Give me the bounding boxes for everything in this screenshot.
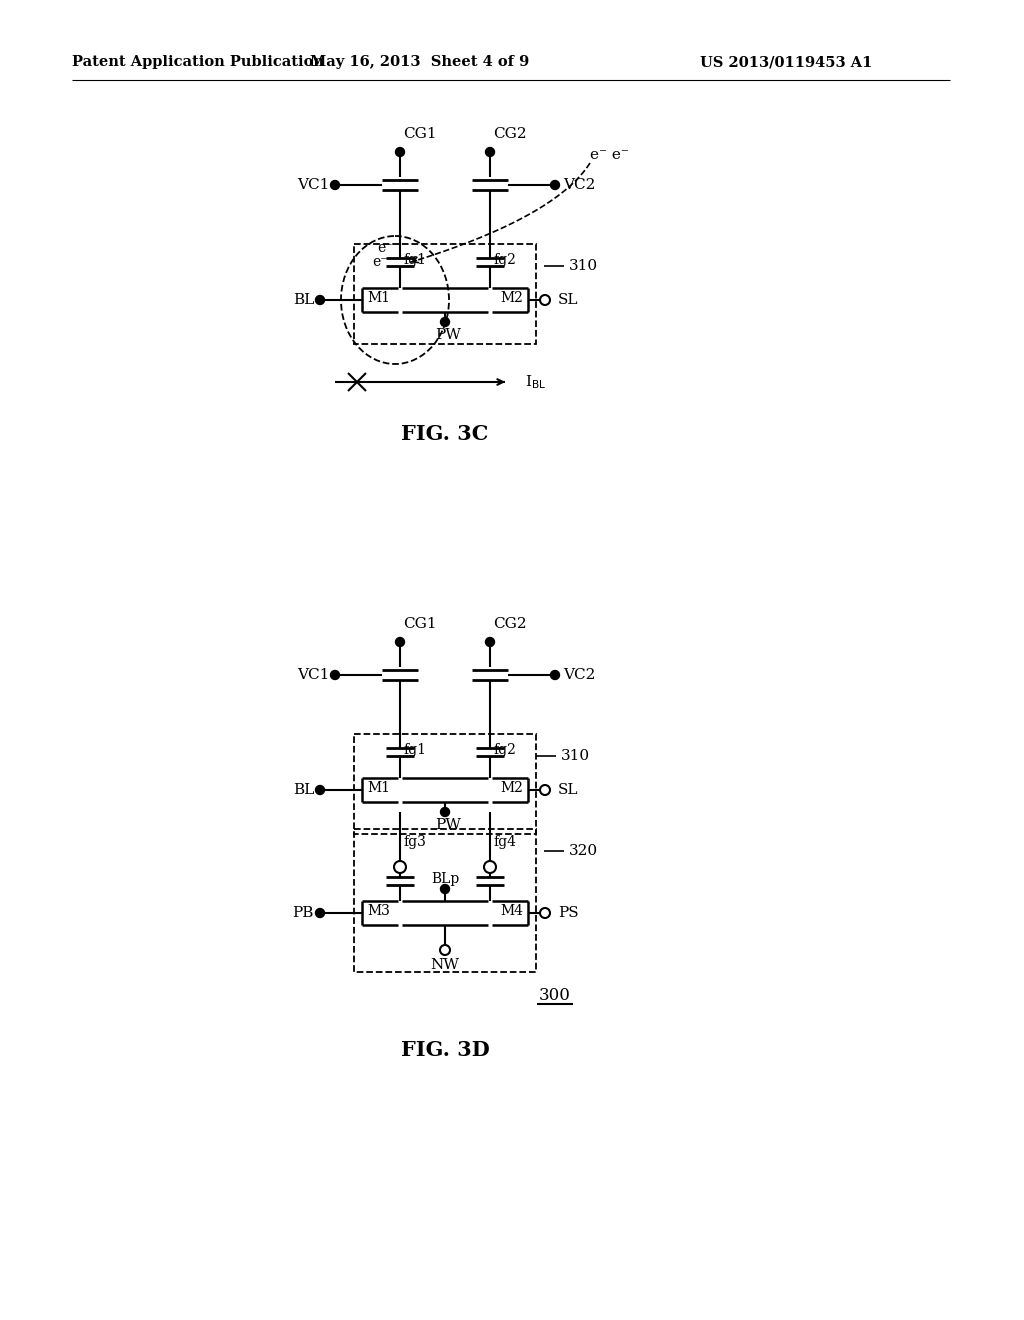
Circle shape — [485, 148, 495, 157]
Text: FIG. 3D: FIG. 3D — [400, 1040, 489, 1060]
Bar — [354, 734, 536, 834]
Text: M1: M1 — [367, 781, 390, 795]
Text: fg2: fg2 — [493, 743, 516, 756]
Text: PW: PW — [435, 327, 461, 342]
Text: SL: SL — [558, 293, 579, 308]
Circle shape — [540, 294, 550, 305]
Text: 320: 320 — [569, 843, 598, 858]
Text: VC1: VC1 — [298, 668, 330, 682]
Text: BLp: BLp — [431, 873, 459, 886]
Circle shape — [440, 945, 450, 954]
Text: M2: M2 — [500, 781, 523, 795]
Text: fg4: fg4 — [493, 836, 516, 849]
Text: 300: 300 — [539, 986, 571, 1003]
Circle shape — [440, 318, 450, 326]
Text: I$_{\rm BL}$: I$_{\rm BL}$ — [525, 374, 546, 391]
Text: US 2013/0119453 A1: US 2013/0119453 A1 — [700, 55, 872, 69]
Circle shape — [440, 884, 450, 894]
Text: PB: PB — [293, 906, 314, 920]
Circle shape — [395, 148, 404, 157]
Text: e⁻: e⁻ — [372, 255, 388, 269]
Circle shape — [315, 785, 325, 795]
Text: fg2: fg2 — [493, 253, 516, 267]
Text: M4: M4 — [500, 904, 523, 917]
Circle shape — [394, 861, 406, 873]
Circle shape — [551, 671, 559, 680]
Text: May 16, 2013  Sheet 4 of 9: May 16, 2013 Sheet 4 of 9 — [310, 55, 529, 69]
Circle shape — [395, 638, 404, 647]
Text: M2: M2 — [500, 290, 523, 305]
Circle shape — [551, 181, 559, 190]
Circle shape — [331, 181, 340, 190]
Bar — [354, 829, 536, 972]
Text: Patent Application Publication: Patent Application Publication — [72, 55, 324, 69]
Text: SL: SL — [558, 783, 579, 797]
Text: CG2: CG2 — [493, 616, 526, 631]
Circle shape — [484, 861, 496, 873]
Text: BL: BL — [293, 293, 314, 308]
Text: VC2: VC2 — [563, 178, 595, 191]
Text: M1: M1 — [367, 290, 390, 305]
Circle shape — [440, 808, 450, 817]
Text: BL: BL — [293, 783, 314, 797]
Circle shape — [315, 296, 325, 305]
Text: PS: PS — [558, 906, 579, 920]
Text: FIG. 3C: FIG. 3C — [401, 424, 488, 444]
Circle shape — [315, 908, 325, 917]
Text: e⁻ e⁻: e⁻ e⁻ — [590, 148, 629, 162]
Text: 310: 310 — [561, 748, 590, 763]
Text: VC2: VC2 — [563, 668, 595, 682]
Text: fg1: fg1 — [403, 743, 426, 756]
Circle shape — [540, 908, 550, 917]
Bar — [354, 244, 536, 345]
Text: 310: 310 — [569, 259, 598, 273]
Text: VC1: VC1 — [298, 178, 330, 191]
Circle shape — [540, 785, 550, 795]
Circle shape — [331, 671, 340, 680]
Circle shape — [485, 638, 495, 647]
Text: e⁻: e⁻ — [377, 242, 393, 255]
Text: CG1: CG1 — [403, 127, 436, 141]
Text: PW: PW — [435, 818, 461, 832]
Text: M3: M3 — [367, 904, 390, 917]
Text: CG2: CG2 — [493, 127, 526, 141]
Text: NW: NW — [430, 958, 460, 972]
Text: fg1: fg1 — [403, 253, 426, 267]
Text: fg3: fg3 — [403, 836, 426, 849]
Text: CG1: CG1 — [403, 616, 436, 631]
